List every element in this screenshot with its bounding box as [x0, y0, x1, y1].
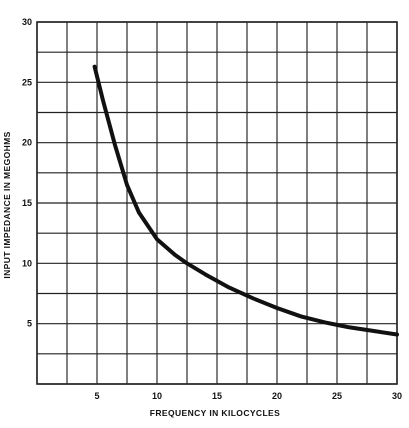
y-tick-label: 15	[22, 198, 32, 208]
grid-layer	[36, 21, 398, 385]
y-tick-label: 30	[22, 17, 32, 27]
plot-frame	[36, 21, 398, 385]
x-tick-label: 15	[212, 391, 222, 401]
tick-layer: 5 10 15 20 25 30 5 10 15 20 25 30	[22, 17, 402, 401]
x-tick-label: 5	[94, 391, 99, 401]
y-axis-title: INPUT IMPEDANCE IN MEGOHMS	[2, 131, 12, 278]
x-tick-label: 10	[152, 391, 162, 401]
x-tick-label: 30	[392, 391, 402, 401]
y-tick-label: 25	[22, 77, 32, 87]
x-tick-label: 20	[272, 391, 282, 401]
x-tick-label: 25	[332, 391, 342, 401]
impedance-curve	[92, 64, 399, 337]
y-tick-label: 20	[22, 138, 32, 148]
x-axis-title: FREQUENCY IN KILOCYCLES	[150, 408, 280, 418]
y-tick-label: 10	[22, 258, 32, 268]
series-layer	[92, 64, 399, 337]
y-tick-label: 5	[27, 319, 32, 329]
plot-border	[36, 21, 398, 385]
